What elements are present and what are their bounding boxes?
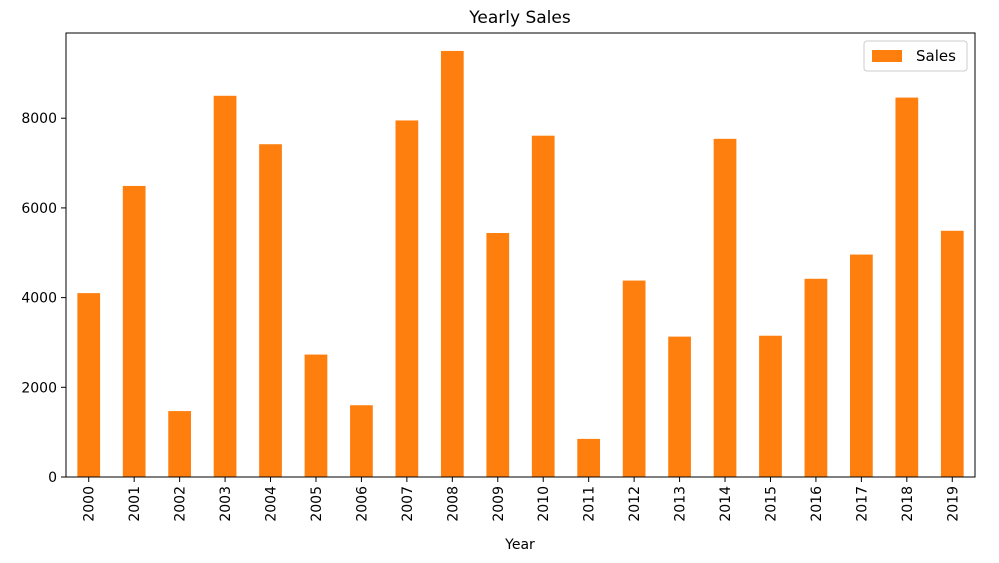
- x-tick-label-2016: 2016: [809, 486, 825, 522]
- x-tick-label-2003: 2003: [218, 486, 234, 522]
- bar-2012: [622, 280, 646, 477]
- x-tick-label-2015: 2015: [763, 486, 779, 522]
- bar-2006: [350, 405, 373, 477]
- x-tick-label-2008: 2008: [445, 486, 461, 522]
- y-tick-label-8000: 8000: [21, 111, 57, 127]
- x-tick-label-2004: 2004: [264, 486, 280, 522]
- bar-2016: [804, 278, 828, 477]
- bar-2003: [213, 95, 237, 477]
- y-tick-label-4000: 4000: [21, 291, 57, 307]
- legend-box: [863, 40, 968, 72]
- x-tick-label-2012: 2012: [627, 486, 643, 522]
- x-tick-label-2006: 2006: [354, 486, 370, 522]
- plot-frame: [65, 32, 976, 478]
- bar-2000: [77, 293, 101, 477]
- x-tick-label-2010: 2010: [536, 486, 552, 522]
- x-tick-label-2013: 2013: [673, 486, 689, 522]
- y-tick-label-6000: 6000: [21, 201, 57, 217]
- bar-2010: [531, 135, 555, 477]
- bar-2005: [304, 354, 328, 477]
- x-tick-label-2011: 2011: [582, 486, 598, 522]
- x-tick-label-2005: 2005: [309, 486, 325, 522]
- x-tick-label-2007: 2007: [400, 486, 416, 522]
- y-tick-label-2000: 2000: [21, 380, 57, 396]
- x-axis: 2000 2001 2002 2003 2004 2005 2006 2007 2008 2009…: [82, 477, 961, 522]
- x-tick-label-2014: 2014: [718, 486, 734, 522]
- x-tick-label-2017: 2017: [854, 486, 870, 522]
- bar-2019: [940, 230, 964, 477]
- bar-2004: [259, 144, 282, 477]
- x-tick-label-2009: 2009: [491, 486, 507, 522]
- bar-2007: [395, 120, 419, 477]
- chart-title: Yearly Sales: [468, 8, 571, 28]
- bar-2013: [668, 336, 691, 477]
- y-tick-label-0: 0: [48, 470, 57, 486]
- bar-2018: [895, 97, 919, 477]
- bar-2014: [713, 138, 737, 477]
- x-tick-label-2018: 2018: [900, 486, 916, 522]
- bar-2017: [850, 254, 873, 477]
- x-tick-label-2019: 2019: [945, 486, 961, 522]
- bar-2001: [122, 185, 146, 477]
- bar-2009: [486, 233, 510, 477]
- legend: Sales: [863, 40, 968, 72]
- x-tick-label-2001: 2001: [127, 486, 143, 522]
- x-tick-label-2000: 2000: [82, 486, 98, 522]
- x-tick-label-2002: 2002: [173, 486, 189, 522]
- y-axis: 0 2000 4000 6000 8000: [21, 111, 66, 486]
- bar-2015: [759, 335, 782, 477]
- bar-2011: [577, 438, 601, 477]
- bar-2002: [168, 411, 191, 477]
- bar-2008: [440, 50, 464, 477]
- legend-label-sales: Sales: [916, 47, 956, 65]
- bars-group: [77, 50, 964, 477]
- x-axis-label: Year: [504, 537, 535, 553]
- legend-swatch: [872, 50, 902, 62]
